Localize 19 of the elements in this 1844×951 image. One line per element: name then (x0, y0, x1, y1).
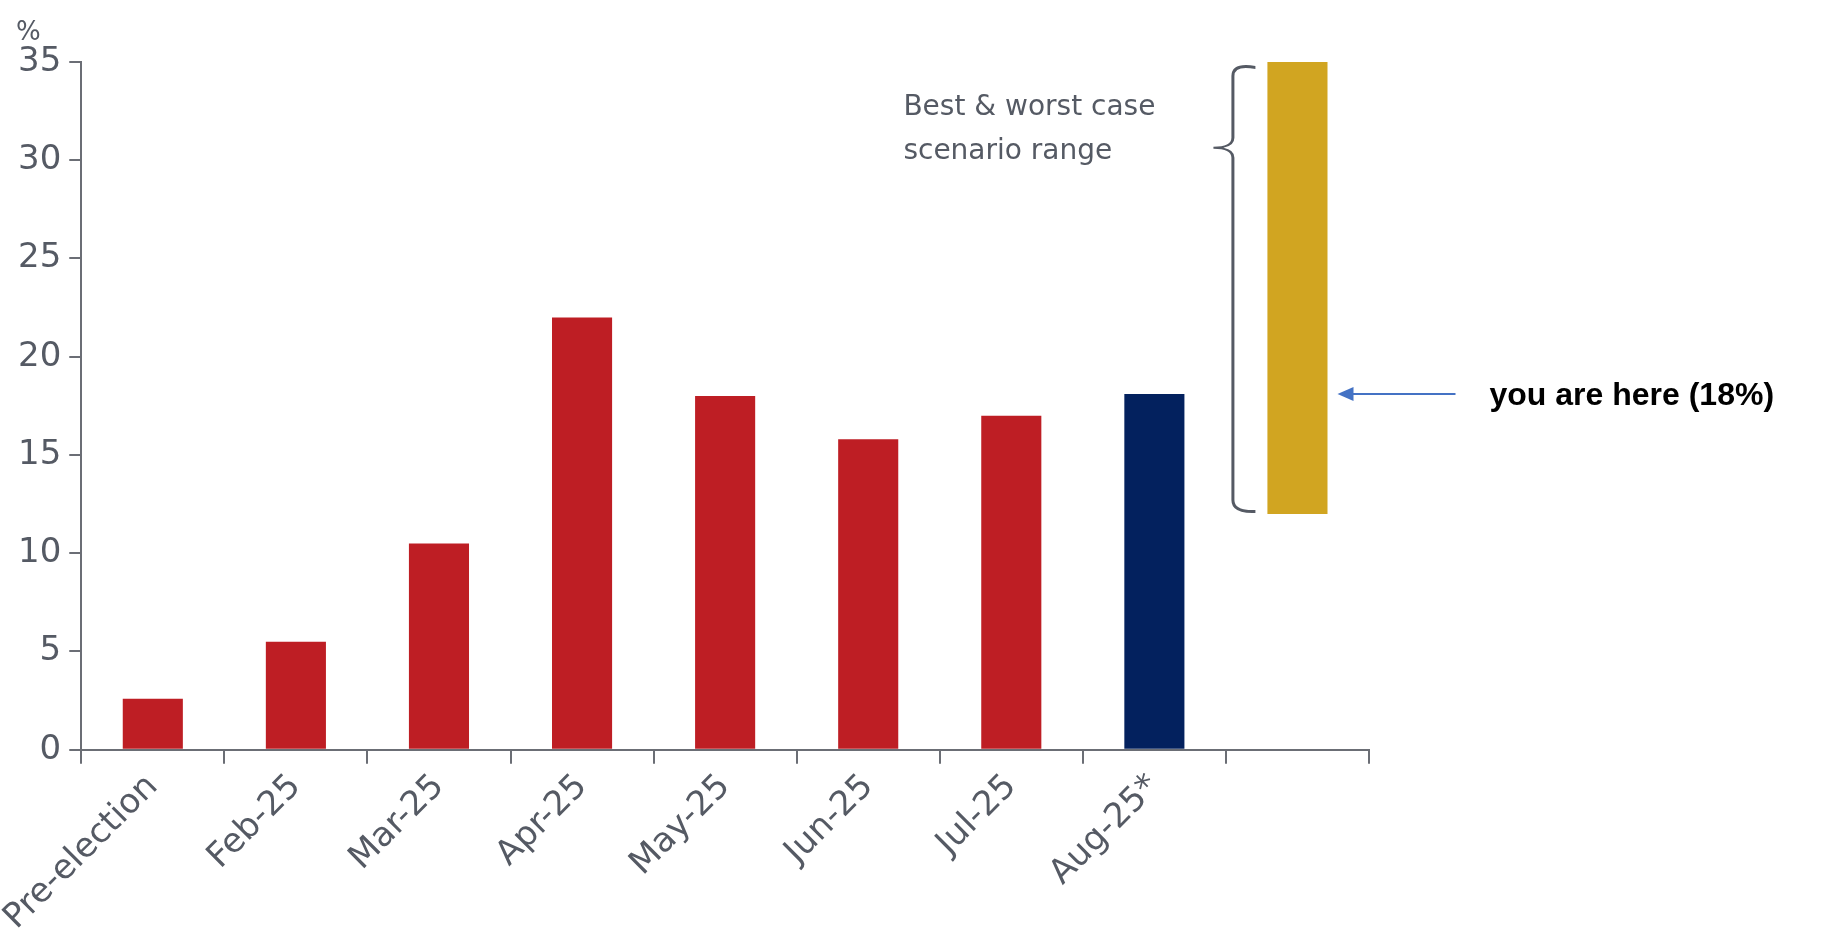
y-tick-label: 25 (18, 235, 62, 276)
y-tick-label: 15 (18, 431, 62, 472)
bar (981, 415, 1042, 749)
y-tick-label: 10 (18, 530, 62, 571)
bar (122, 698, 183, 749)
bar (265, 641, 326, 749)
bar (1267, 62, 1328, 514)
y-tick-label: 0 (39, 726, 62, 767)
bar (552, 317, 613, 749)
bar (1124, 394, 1185, 749)
bar (838, 439, 899, 749)
y-axis-title: % (16, 15, 41, 46)
y-tick-label: 20 (18, 333, 62, 374)
text: you are here (18%) (1489, 375, 1775, 413)
bar (695, 396, 756, 749)
annotation: Best & worst case scenario range (903, 87, 1157, 168)
y-tick-label: 30 (18, 137, 62, 178)
bar (408, 543, 470, 749)
y-tick-label: 5 (39, 628, 62, 669)
